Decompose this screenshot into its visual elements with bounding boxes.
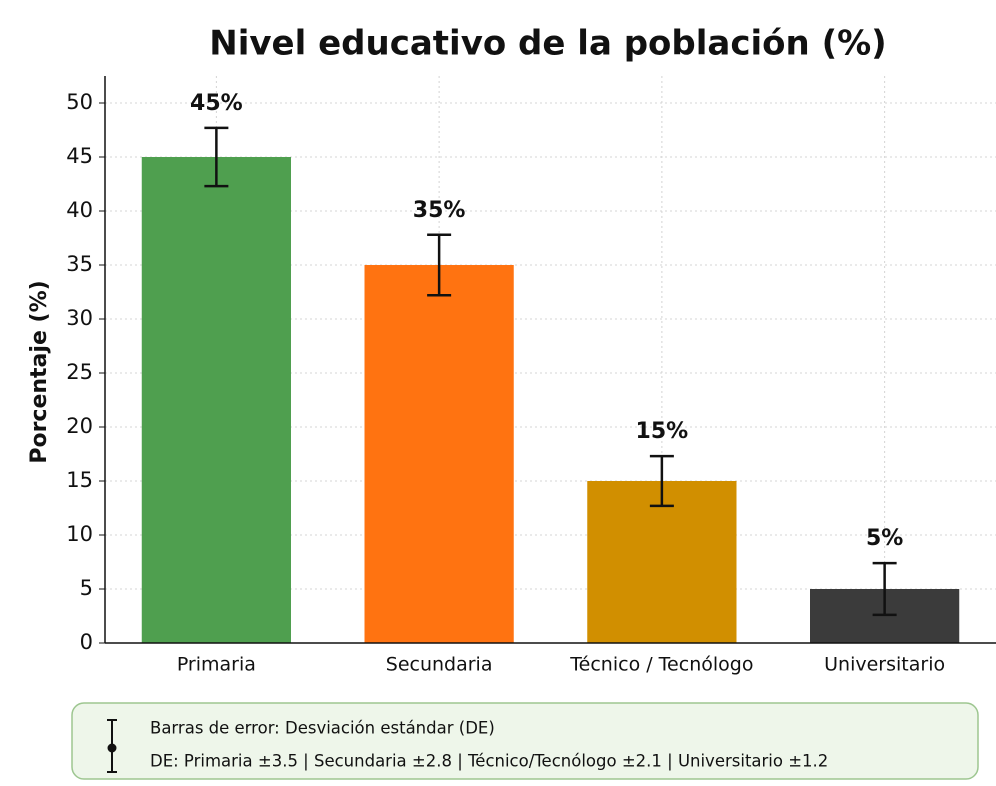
legend-box xyxy=(71,702,979,780)
plot-area: 0 5 10 15 20 25 30 35 40 45 50 45% Primaria 35% Secund… xyxy=(66,76,996,676)
y-tick-label: 5 xyxy=(80,576,93,600)
y-tick-label: 25 xyxy=(66,360,93,384)
bar xyxy=(141,157,291,643)
value-label: 35% xyxy=(413,198,466,223)
y-tick-label: 40 xyxy=(66,198,93,222)
value-label: 45% xyxy=(190,91,243,116)
bar xyxy=(587,481,737,643)
y-tick-label: 35 xyxy=(66,252,93,276)
bar xyxy=(364,265,514,643)
legend-note: DE: Primaria ±3.5 | Secundaria ±2.8 | Té… xyxy=(150,752,828,771)
y-tick-label: 0 xyxy=(80,630,93,654)
value-label: 5% xyxy=(866,526,903,551)
y-tick-label: 30 xyxy=(66,306,93,330)
value-label: 15% xyxy=(636,419,689,444)
x-tick-label: Técnico / Tecnólogo xyxy=(569,654,753,676)
legend-note: Barras de error: Desviación estándar (DE… xyxy=(150,719,495,738)
y-tick-label: 20 xyxy=(66,414,93,438)
x-tick-label: Universitario xyxy=(824,654,945,676)
y-tick-label: 15 xyxy=(66,468,93,492)
x-tick-label: Primaria xyxy=(177,654,256,676)
x-tick-label: Secundaria xyxy=(386,654,493,676)
legend-icon xyxy=(107,719,117,773)
y-tick-label: 45 xyxy=(66,144,93,168)
y-axis-label: Porcentaje (%) xyxy=(27,280,52,463)
y-tick-label: 50 xyxy=(66,90,93,114)
chart-title: Nivel educativo de la población (%) xyxy=(209,24,886,64)
y-tick-label: 10 xyxy=(66,522,93,546)
